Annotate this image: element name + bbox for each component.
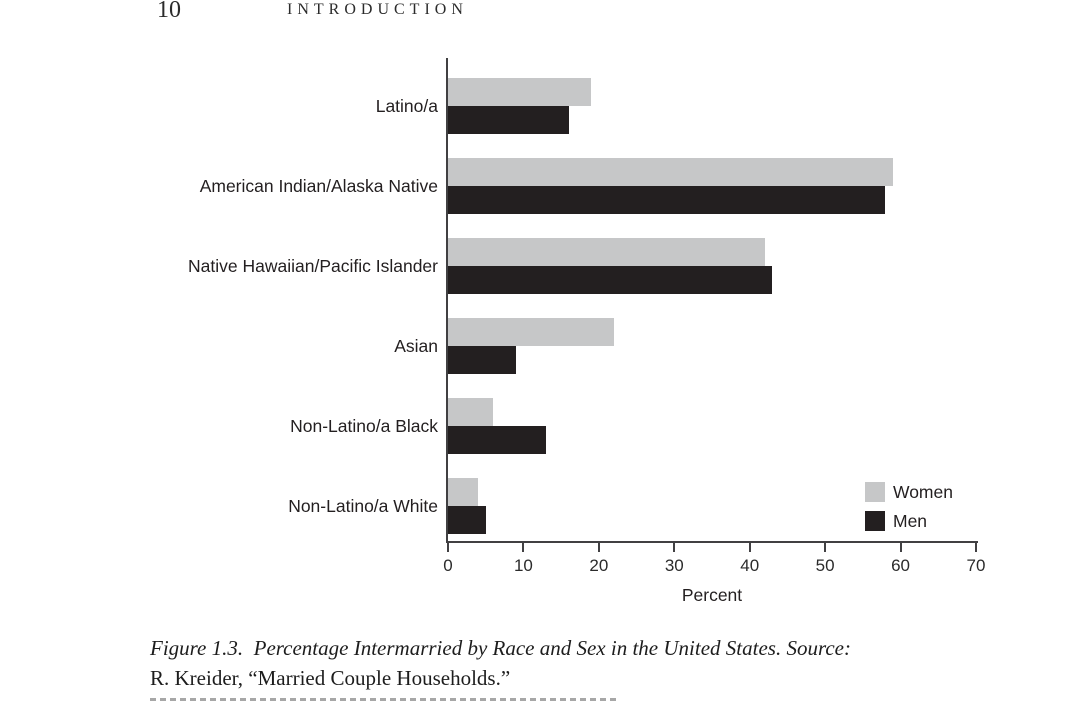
x-tick-0	[447, 543, 449, 552]
legend: Women Men	[865, 482, 953, 531]
legend-label-women: Women	[893, 482, 953, 502]
x-tick-label-70: 70	[966, 556, 986, 575]
page-number: 10	[157, 0, 181, 23]
category-label-3: Native Hawaiian/Pacific Islander	[188, 256, 438, 276]
x-tick-40	[748, 543, 751, 552]
running-head: INTRODUCTION	[287, 1, 468, 18]
x-tick-label-30: 30	[664, 556, 684, 575]
category-label-2: American Indian/Alaska Native	[199, 176, 438, 196]
x-tick-20	[597, 543, 600, 552]
figure-caption: Figure 1.3. Percentage Intermarried by R…	[150, 633, 970, 693]
bar-men-3	[448, 266, 773, 294]
bar-men-4	[448, 346, 516, 374]
x-tick-label-40: 40	[740, 556, 760, 575]
legend-item-women: Women	[865, 482, 953, 502]
legend-label-men: Men	[893, 511, 928, 531]
x-tick-label-50: 50	[815, 556, 835, 575]
bar-women-6	[448, 478, 479, 506]
category-label-5: Non-Latino/a Black	[290, 416, 438, 436]
caption-line-1: Figure 1.3. Percentage Intermarried by R…	[150, 636, 851, 660]
bar-men-6	[448, 506, 486, 534]
bar-men-2	[448, 186, 886, 214]
bar-chart-figure: Latino/a American Indian/Alaska Native Nat…	[188, 58, 986, 605]
legend-swatch-women	[865, 482, 885, 502]
legend-swatch-men	[865, 511, 885, 531]
caption-line-2: R. Kreider, “Married Couple Households.”	[150, 666, 511, 690]
category-label-4: Asian	[394, 336, 438, 356]
x-tick-50	[824, 543, 827, 552]
bar-women-5	[448, 398, 494, 426]
bar-women-3	[448, 238, 765, 266]
x-tick-label-10: 10	[513, 556, 533, 575]
y-axis-line	[446, 58, 448, 543]
x-tick-60	[899, 543, 902, 552]
cutoff-text-line	[150, 698, 620, 701]
x-tick-label-60: 60	[891, 556, 911, 575]
x-axis-label: Percent	[681, 585, 743, 605]
bar-women-1	[448, 78, 592, 106]
x-tick-label-0: 0	[443, 556, 453, 575]
x-axis-line	[446, 541, 978, 543]
bar-women-4	[448, 318, 614, 346]
x-tick-label-20: 20	[589, 556, 609, 575]
category-label-6: Non-Latino/a White	[288, 496, 438, 516]
x-tick-70	[975, 543, 977, 552]
x-tick-30	[673, 543, 676, 552]
bar-men-1	[448, 106, 569, 134]
category-label-1: Latino/a	[375, 96, 438, 116]
bar-men-5	[448, 426, 547, 454]
x-tick-10	[522, 543, 525, 552]
legend-item-men: Men	[865, 511, 953, 531]
bar-women-2	[448, 158, 894, 186]
